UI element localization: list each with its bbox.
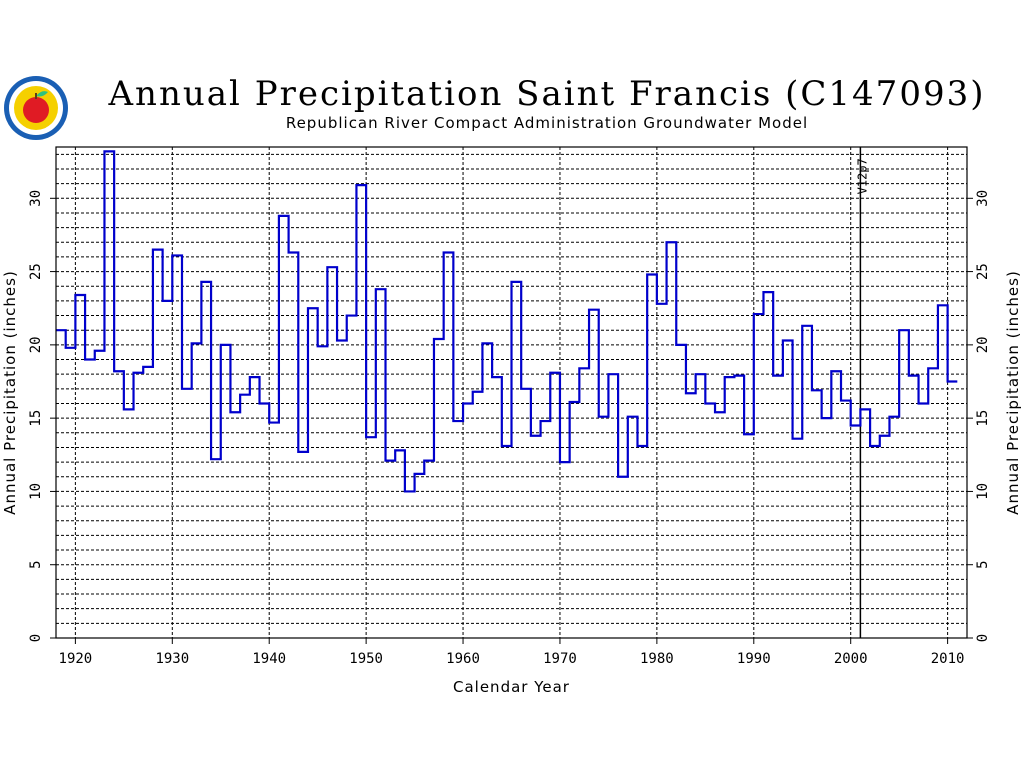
chart-subtitle: Republican River Compact Administration … [285, 114, 809, 132]
y-tick-label-right: 10 [975, 483, 991, 500]
x-axis-label: Calendar Year [453, 678, 570, 696]
x-tick-label: 2010 [931, 651, 965, 667]
plot-frame [55, 146, 968, 639]
x-tick-label: 2000 [834, 651, 868, 667]
x-tick-label: 1920 [59, 651, 93, 667]
y-tick-label-left: 30 [28, 190, 44, 207]
rrca-seal-logo-icon [4, 76, 68, 140]
x-tick-label: 1950 [349, 651, 383, 667]
y-tick-label-right: 25 [975, 263, 991, 280]
y-tick-label-right: 20 [975, 336, 991, 353]
precipitation-series [56, 150, 958, 493]
annotation-label: V12p7 [855, 158, 869, 194]
y-tick-label-left: 25 [28, 263, 44, 280]
y-tick-label-left: 0 [28, 634, 44, 642]
y-tick-label-left: 15 [28, 410, 44, 427]
y-tick-label-left: 5 [28, 560, 44, 568]
x-tick-label: 1940 [252, 651, 286, 667]
x-tick-label: 1960 [446, 651, 480, 667]
y-tick-label-left: 20 [28, 336, 44, 353]
y-axis-label-left: Annual Precipitation (inches) [1, 270, 19, 515]
x-tick-label: 1980 [640, 651, 674, 667]
y-tick-label-right: 0 [975, 634, 991, 642]
x-tick-label: 1930 [155, 651, 189, 667]
x-tick-label: 1970 [543, 651, 577, 667]
series-step-line [56, 150, 958, 493]
x-tick-label: 1990 [737, 651, 771, 667]
y-axis-label-right: Annual Precipitation (inches) [1004, 270, 1022, 515]
y-tick-label-right: 15 [975, 410, 991, 427]
chart-title: Annual Precipitation Saint Francis (C147… [108, 74, 986, 114]
chart-axes [50, 146, 973, 644]
y-tick-label-right: 5 [975, 560, 991, 568]
chart-labels: V12p7 0 0 5 5 10 10 15 15 20 20 25 25 30 30 1920 1930 194… [1, 158, 1022, 696]
y-tick-label-right: 30 [975, 190, 991, 207]
y-tick-label-left: 10 [28, 483, 44, 500]
